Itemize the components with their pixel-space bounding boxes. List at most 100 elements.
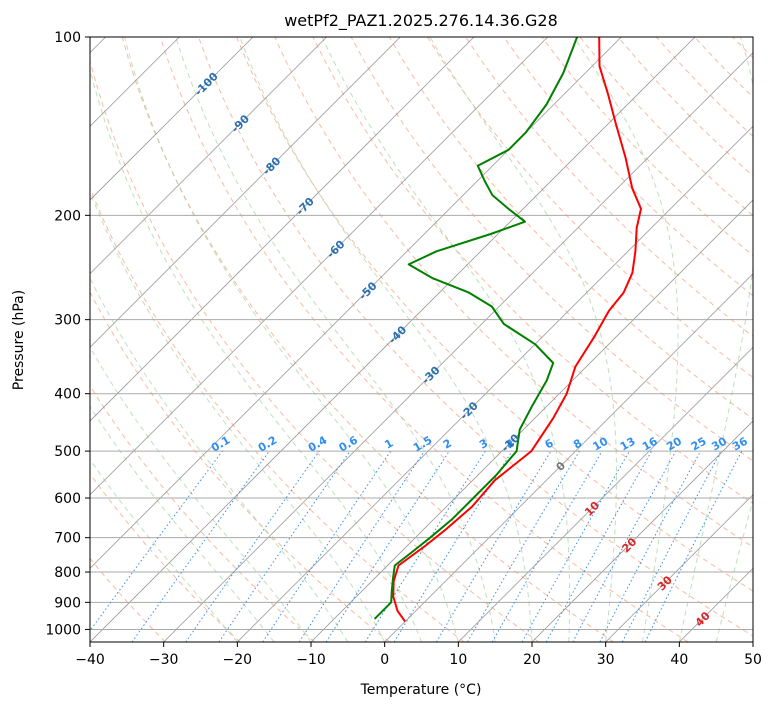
dry-adiabat [159,37,689,642]
moist-adiabat [715,498,753,642]
mixing-ratio-line [262,450,392,642]
mixing-ratio-label: 6 [543,436,556,451]
y-tick-label: 100 [54,30,81,46]
dry-adiabat [388,37,753,420]
isotherm [679,567,753,642]
isotherm-label: -50 [356,279,379,302]
mixing-ratio-label: 3 [477,437,490,452]
mixing-ratio-line [545,450,653,642]
dry-adiabat [465,37,753,338]
x-tick-label: −30 [149,652,179,668]
y-tick-label: 1000 [45,622,81,638]
isotherm-label: 40 [693,609,713,629]
dry-adiabat [121,37,614,642]
isotherm [752,641,753,642]
mixing-ratio-label: 1 [382,437,395,452]
chart-title: wetPf2_PAZ1.2025.276.14.36.G28 [284,11,558,31]
mixing-ratio-line [185,450,320,642]
isotherm-label: -40 [386,323,409,346]
moist-adiabat [124,37,459,642]
dry-adiabat [90,472,241,642]
moist-adiabat [321,37,571,642]
mixing-ratio-label: 2 [441,437,454,452]
isotherm [605,494,753,642]
mixing-ratio-line [572,450,677,642]
y-tick-label: 700 [54,531,81,547]
isotherm [531,420,753,642]
isotherm-label: -30 [419,364,442,387]
dry-adiabat [656,37,753,138]
moist-adiabat [90,458,238,642]
x-tick-label: −20 [223,652,253,668]
mixing-ratio-line [521,450,630,642]
x-tick-label: 0 [380,652,389,668]
isotherm-label: 30 [655,573,675,593]
isotherm [90,37,401,348]
isotherm [90,37,327,275]
moist-adiabat [90,277,349,642]
dry-adiabat [90,557,166,642]
isotherm [90,37,696,642]
dry-adiabat [236,37,753,592]
dry-adiabat [541,37,753,257]
moist-adiabat [573,37,679,642]
mixing-ratio-line [435,450,552,642]
y-tick-label: 900 [54,595,81,611]
dry-adiabat [426,37,753,378]
dry-adiabat [350,37,753,462]
isotherm [163,52,753,642]
isotherm-label: -80 [260,154,283,177]
x-tick-label: −10 [296,652,326,668]
isotherm-label: 0 [554,459,569,474]
x-tick-label: 10 [449,652,467,668]
moist-adiabat [90,346,312,642]
isotherm [384,273,753,642]
x-tick-label: 50 [744,652,762,668]
x-tick-label: 20 [523,652,541,668]
isotherm [90,37,254,201]
isotherm [458,346,753,642]
x-tick-label: −40 [75,652,105,668]
y-tick-label: 200 [54,208,81,224]
dry-adiabat [503,37,753,297]
moist-adiabat [90,190,386,642]
temperature-profile [392,37,642,623]
y-tick-label: 400 [54,387,81,403]
mixing-ratio-line [131,450,270,642]
moist-adiabat [175,37,496,642]
mixing-ratio-line [467,450,580,642]
dry-adiabat [90,291,390,642]
moist-adiabat [239,37,533,642]
dry-adiabat [90,384,316,642]
x-axis-title: Temperature (°C) [360,682,482,698]
isotherm [90,37,475,422]
x-tick-label: 40 [670,652,688,668]
dry-adiabat [90,59,540,642]
plot-frame [89,36,754,643]
dewpoint-profile [373,37,579,620]
mixing-ratio-line [393,450,513,642]
moist-adiabat [429,37,617,642]
y-tick-label: 500 [54,444,81,460]
isotherm [310,199,753,642]
isotherm [237,125,753,642]
x-tick-label: 30 [597,652,615,668]
moist-adiabat [90,405,275,642]
y-tick-label: 800 [54,565,81,581]
moist-adiabat [90,67,422,642]
dry-adiabat [771,37,775,642]
y-tick-label: 600 [54,491,81,507]
y-axis-title: Pressure (hPa) [11,290,27,390]
mixing-ratio-line [218,450,351,642]
isotherm-label: 10 [582,499,602,519]
mixing-ratio-line [644,450,743,642]
mixing-ratio-line [90,450,223,632]
dry-adiabat [694,37,753,98]
dry-adiabat [312,37,753,505]
y-tick-label: 300 [54,313,81,329]
mixing-ratio-line [325,450,450,642]
isotherm-label: -60 [324,238,347,261]
mixing-ratio-line [298,450,425,642]
isotherm-label: -90 [229,112,252,135]
